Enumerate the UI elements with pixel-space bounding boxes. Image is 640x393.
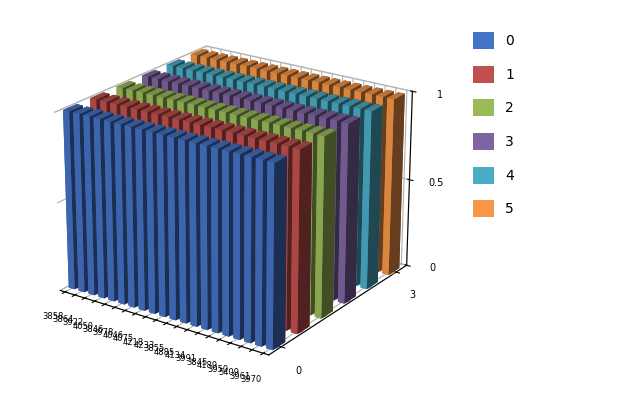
Legend: 0, 1, 2, 3, 4, 5: 0, 1, 2, 3, 4, 5 (468, 27, 520, 223)
